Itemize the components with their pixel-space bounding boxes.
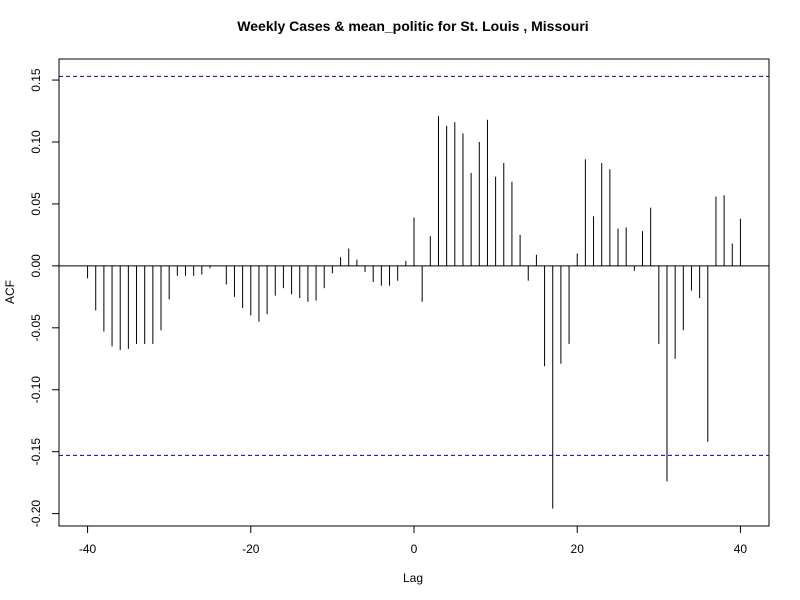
- x-tick-label: -20: [242, 542, 260, 556]
- y-tick-label: 0.05: [29, 192, 43, 216]
- x-axis: -40 -20 0 20 40: [79, 525, 748, 556]
- y-tick-label: 0.15: [29, 68, 43, 92]
- y-axis: -0.20 -0.15 -0.10 -0.05 0.00 0.05 0.10 0.15: [29, 68, 60, 528]
- y-tick-label: -0.10: [29, 376, 43, 404]
- y-tick-label: 0.00: [29, 254, 43, 278]
- chart-title: Weekly Cases & mean_politic for St. Loui…: [237, 18, 588, 34]
- y-tick-label: -0.15: [29, 438, 43, 466]
- x-axis-label: Lag: [403, 571, 423, 585]
- y-axis-label: ACF: [3, 280, 17, 304]
- x-tick-label: -40: [79, 542, 97, 556]
- y-tick-label: -0.05: [29, 314, 43, 342]
- x-tick-label: 0: [411, 542, 418, 556]
- y-tick-label: -0.20: [29, 500, 43, 528]
- y-tick-label: 0.10: [29, 130, 43, 154]
- confidence-bounds: [59, 75, 769, 456]
- x-tick-label: 20: [571, 542, 585, 556]
- acf-bars: [87, 115, 741, 509]
- plot-frame: [58, 58, 770, 527]
- x-tick-label: 40: [734, 542, 748, 556]
